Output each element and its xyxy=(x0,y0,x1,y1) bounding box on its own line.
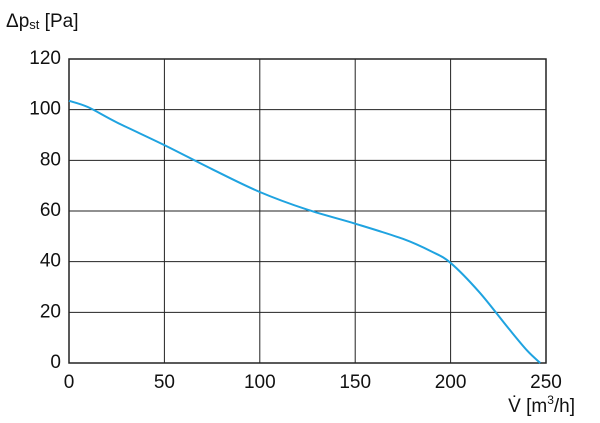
x-tick-label: 50 xyxy=(154,372,175,393)
y-tick-label: 120 xyxy=(29,48,61,69)
curve xyxy=(68,99,541,364)
y-tick-label: 40 xyxy=(40,251,61,272)
x-tick-label: 250 xyxy=(530,372,562,393)
plot-frame xyxy=(68,58,547,364)
y-tick-label: 20 xyxy=(40,301,61,322)
y-axis-label: Δpst [Pa] xyxy=(6,11,78,32)
x-tick-label: 150 xyxy=(339,372,371,393)
x-axis-label: V̇ [m3/h] xyxy=(508,393,575,417)
x-tick-label: 100 xyxy=(244,372,276,393)
y-tick-label: 0 xyxy=(50,352,61,373)
x-tick-label: 200 xyxy=(435,372,467,393)
y-tick-label: 80 xyxy=(40,149,61,170)
y-tick-label: 100 xyxy=(29,99,61,120)
x-tick-label: 0 xyxy=(64,372,75,393)
y-tick-label: 60 xyxy=(40,200,61,221)
